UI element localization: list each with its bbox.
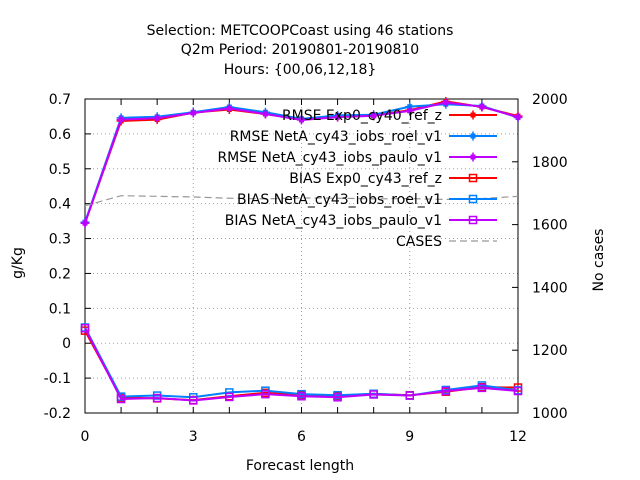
legend-label: CASES xyxy=(396,234,442,250)
legend-marker xyxy=(468,173,478,183)
series-point-5 xyxy=(369,390,378,399)
y2-tick-label: 1800 xyxy=(532,155,568,171)
y-tick-label: 0.5 xyxy=(49,162,71,178)
series-point-2 xyxy=(116,115,126,125)
series-point-5 xyxy=(477,383,487,393)
y-tick-label: -0.1 xyxy=(44,371,71,387)
legend-marker xyxy=(468,131,478,141)
series-point-2 xyxy=(188,108,198,118)
series-point-5 xyxy=(333,393,342,402)
series-point-2 xyxy=(80,218,90,228)
x-tick-label: 6 xyxy=(297,429,306,445)
legend: RMSE Exp0_cy40_ref_z RMSE NetA_cy43_iobs_… xyxy=(217,108,497,250)
series-point-2 xyxy=(513,112,523,122)
y-tick-label: -0.2 xyxy=(44,406,71,422)
y2-tick-label: 1400 xyxy=(532,280,568,296)
chart-title-line: Q2m Period: 20190801-20190810 xyxy=(181,42,419,58)
series-point-5 xyxy=(261,389,270,399)
legend-label: BIAS NetA_cy43_iobs_roel_v1 xyxy=(237,192,442,208)
legend-marker xyxy=(468,152,478,162)
y2-tick-label: 2000 xyxy=(532,92,568,108)
series-line-4 xyxy=(84,327,519,399)
series-point-5 xyxy=(513,386,523,396)
y-axis-label: g/Kg xyxy=(10,247,26,279)
x-tick-label: 3 xyxy=(189,429,198,445)
series-point-2 xyxy=(224,103,234,113)
series-point-5 xyxy=(405,391,414,400)
x-tick-label: 12 xyxy=(509,429,527,445)
x-tick-label: 9 xyxy=(405,429,414,445)
chart-title-line: Hours: {00,06,12,18} xyxy=(224,62,377,78)
y2-axis-label: No cases xyxy=(591,229,607,292)
y-tick-label: 0.7 xyxy=(49,92,71,108)
y-tick-label: 0.4 xyxy=(49,197,71,213)
x-axis-label: Forecast length xyxy=(246,458,354,474)
series-point-2 xyxy=(369,111,379,121)
series-point-4 xyxy=(225,388,234,397)
series-line-5 xyxy=(84,327,519,402)
series-point-5 xyxy=(225,392,234,402)
series-point-2 xyxy=(297,115,306,125)
grid xyxy=(84,98,519,414)
y-tick-label: 0.2 xyxy=(49,266,71,282)
legend-marker xyxy=(468,215,478,225)
series-point-5 xyxy=(80,323,90,333)
series-point-5 xyxy=(189,396,198,405)
series-point-5 xyxy=(152,393,162,403)
y-tick-label: 0.1 xyxy=(49,301,71,317)
legend-marker xyxy=(468,110,478,120)
series-point-2 xyxy=(260,109,270,119)
legend-label: RMSE NetA_cy43_iobs_paulo_v1 xyxy=(217,150,442,166)
y-tick-label: 0 xyxy=(62,336,71,352)
series-point-2 xyxy=(405,106,415,116)
series-point-2 xyxy=(333,112,343,122)
legend-label: BIAS Exp0_cy43_ref_z xyxy=(289,171,442,187)
y-tick-label: 0.3 xyxy=(49,232,71,248)
legend-label: RMSE Exp0_cy40_ref_z xyxy=(282,108,442,124)
y2-tick-label: 1000 xyxy=(532,406,568,422)
series-point-2 xyxy=(152,113,162,123)
y2-tick-label: 1600 xyxy=(532,218,568,234)
y2-tick-label: 1200 xyxy=(532,343,568,359)
y-tick-label: 0.6 xyxy=(49,127,71,143)
legend-marker xyxy=(468,194,478,204)
series-point-2 xyxy=(477,102,487,112)
chart-title-line: Selection: METCOOPCoast using 46 station… xyxy=(147,23,454,39)
legend-label: BIAS NetA_cy43_iobs_paulo_v1 xyxy=(225,213,442,229)
series-point-5 xyxy=(441,386,451,396)
series-point-5 xyxy=(297,392,306,401)
series-point-2 xyxy=(441,97,451,107)
x-tick-label: 0 xyxy=(81,429,90,445)
legend-label: RMSE NetA_cy43_iobs_roel_v1 xyxy=(230,129,442,145)
series-point-5 xyxy=(116,394,126,404)
